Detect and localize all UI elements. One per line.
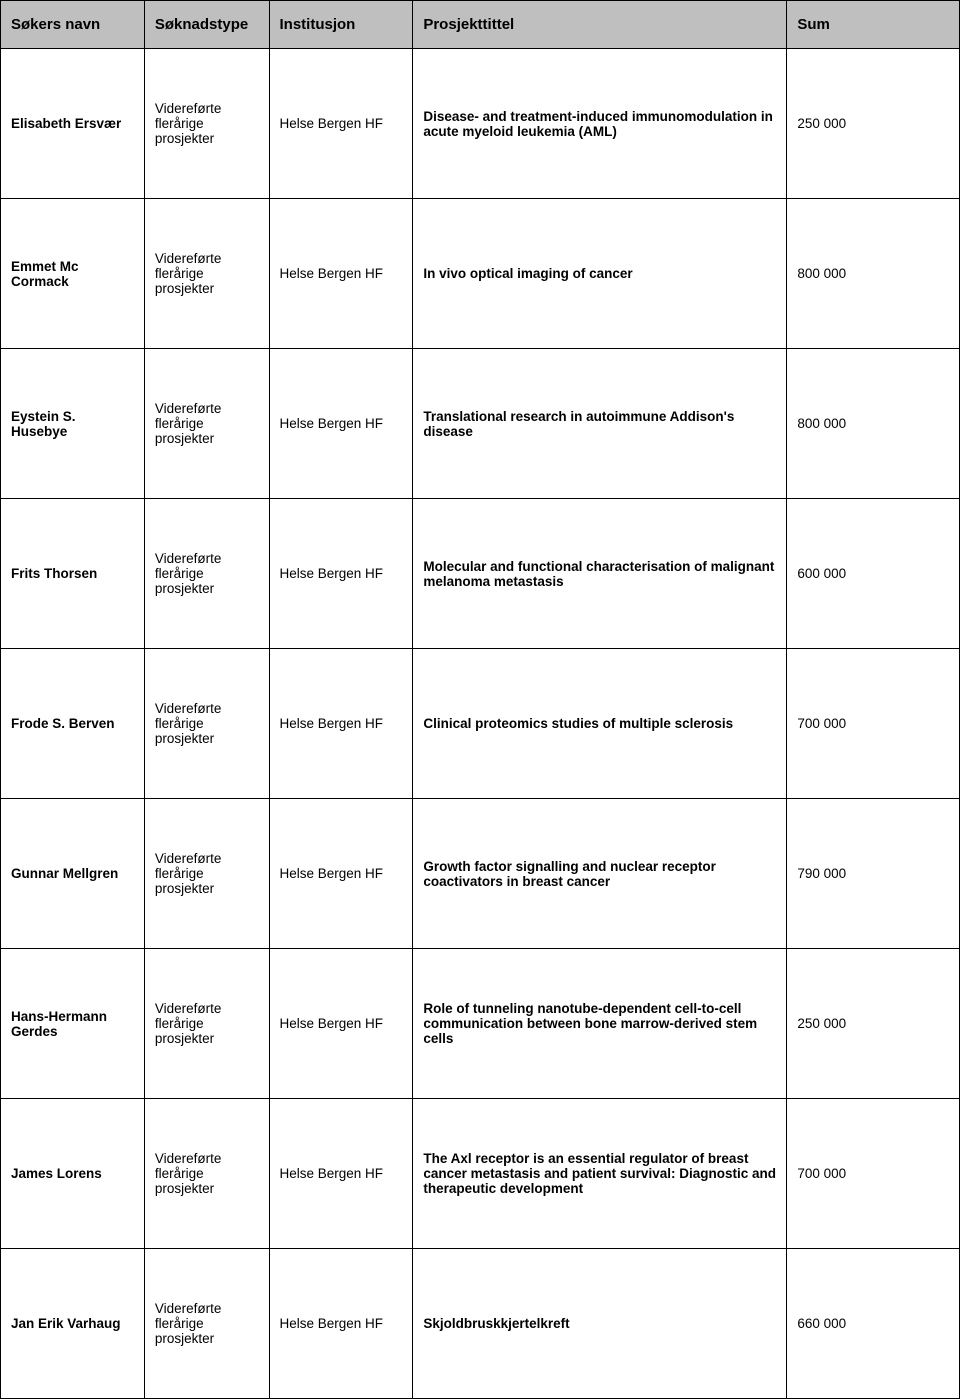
cell-sum: 660 000 — [787, 1249, 960, 1399]
table-header: Søkers navn Søknadstype Institusjon Pros… — [1, 1, 960, 49]
cell-inst: Helse Bergen HF — [269, 949, 413, 1099]
cell-name: Frode S. Berven — [1, 649, 145, 799]
table-header-row: Søkers navn Søknadstype Institusjon Pros… — [1, 1, 960, 49]
cell-name: Jan Erik Varhaug — [1, 1249, 145, 1399]
cell-title: Growth factor signalling and nuclear rec… — [413, 799, 787, 949]
cell-inst: Helse Bergen HF — [269, 199, 413, 349]
cell-type: Videreførte flerårige prosjekter — [144, 49, 269, 199]
cell-type: Videreførte flerårige prosjekter — [144, 499, 269, 649]
cell-sum: 790 000 — [787, 799, 960, 949]
cell-type: Videreførte flerårige prosjekter — [144, 799, 269, 949]
cell-name: Hans-Hermann Gerdes — [1, 949, 145, 1099]
cell-title: Translational research in autoimmune Add… — [413, 349, 787, 499]
cell-sum: 250 000 — [787, 949, 960, 1099]
cell-sum: 800 000 — [787, 349, 960, 499]
cell-inst: Helse Bergen HF — [269, 1099, 413, 1249]
cell-title: Clinical proteomics studies of multiple … — [413, 649, 787, 799]
cell-title: Disease- and treatment-induced immunomod… — [413, 49, 787, 199]
table-row: Gunnar MellgrenVidereførte flerårige pro… — [1, 799, 960, 949]
cell-sum: 250 000 — [787, 49, 960, 199]
header-inst: Institusjon — [269, 1, 413, 49]
cell-type: Videreførte flerårige prosjekter — [144, 349, 269, 499]
cell-name: James Lorens — [1, 1099, 145, 1249]
cell-type: Videreførte flerårige prosjekter — [144, 649, 269, 799]
cell-sum: 700 000 — [787, 1099, 960, 1249]
cell-name: Emmet Mc Cormack — [1, 199, 145, 349]
cell-title: Molecular and functional characterisatio… — [413, 499, 787, 649]
header-type: Søknadstype — [144, 1, 269, 49]
cell-type: Videreførte flerårige prosjekter — [144, 199, 269, 349]
header-sum: Sum — [787, 1, 960, 49]
cell-sum: 600 000 — [787, 499, 960, 649]
cell-title: Skjoldbruskkjertelkreft — [413, 1249, 787, 1399]
header-title: Prosjekttittel — [413, 1, 787, 49]
table-body: Elisabeth ErsværVidereførte flerårige pr… — [1, 49, 960, 1399]
table-row: Frits ThorsenVidereførte flerårige prosj… — [1, 499, 960, 649]
cell-name: Gunnar Mellgren — [1, 799, 145, 949]
header-name: Søkers navn — [1, 1, 145, 49]
table-row: Elisabeth ErsværVidereførte flerårige pr… — [1, 49, 960, 199]
cell-inst: Helse Bergen HF — [269, 499, 413, 649]
table-row: Emmet Mc CormackVidereførte flerårige pr… — [1, 199, 960, 349]
table-row: Jan Erik VarhaugVidereførte flerårige pr… — [1, 1249, 960, 1399]
cell-inst: Helse Bergen HF — [269, 49, 413, 199]
cell-sum: 700 000 — [787, 649, 960, 799]
projects-table: Søkers navn Søknadstype Institusjon Pros… — [0, 0, 960, 1399]
cell-inst: Helse Bergen HF — [269, 799, 413, 949]
cell-name: Frits Thorsen — [1, 499, 145, 649]
table-row: James LorensVidereførte flerårige prosje… — [1, 1099, 960, 1249]
cell-name: Eystein S. Husebye — [1, 349, 145, 499]
cell-type: Videreførte flerårige prosjekter — [144, 949, 269, 1099]
cell-inst: Helse Bergen HF — [269, 1249, 413, 1399]
cell-sum: 800 000 — [787, 199, 960, 349]
cell-inst: Helse Bergen HF — [269, 349, 413, 499]
table-row: Eystein S. HusebyeVidereførte flerårige … — [1, 349, 960, 499]
cell-title: The Axl receptor is an essential regulat… — [413, 1099, 787, 1249]
cell-title: In vivo optical imaging of cancer — [413, 199, 787, 349]
cell-name: Elisabeth Ersvær — [1, 49, 145, 199]
cell-type: Videreførte flerårige prosjekter — [144, 1099, 269, 1249]
cell-title: Role of tunneling nanotube-dependent cel… — [413, 949, 787, 1099]
table-row: Frode S. BervenVidereførte flerårige pro… — [1, 649, 960, 799]
table-row: Hans-Hermann GerdesVidereførte flerårige… — [1, 949, 960, 1099]
cell-type: Videreførte flerårige prosjekter — [144, 1249, 269, 1399]
cell-inst: Helse Bergen HF — [269, 649, 413, 799]
